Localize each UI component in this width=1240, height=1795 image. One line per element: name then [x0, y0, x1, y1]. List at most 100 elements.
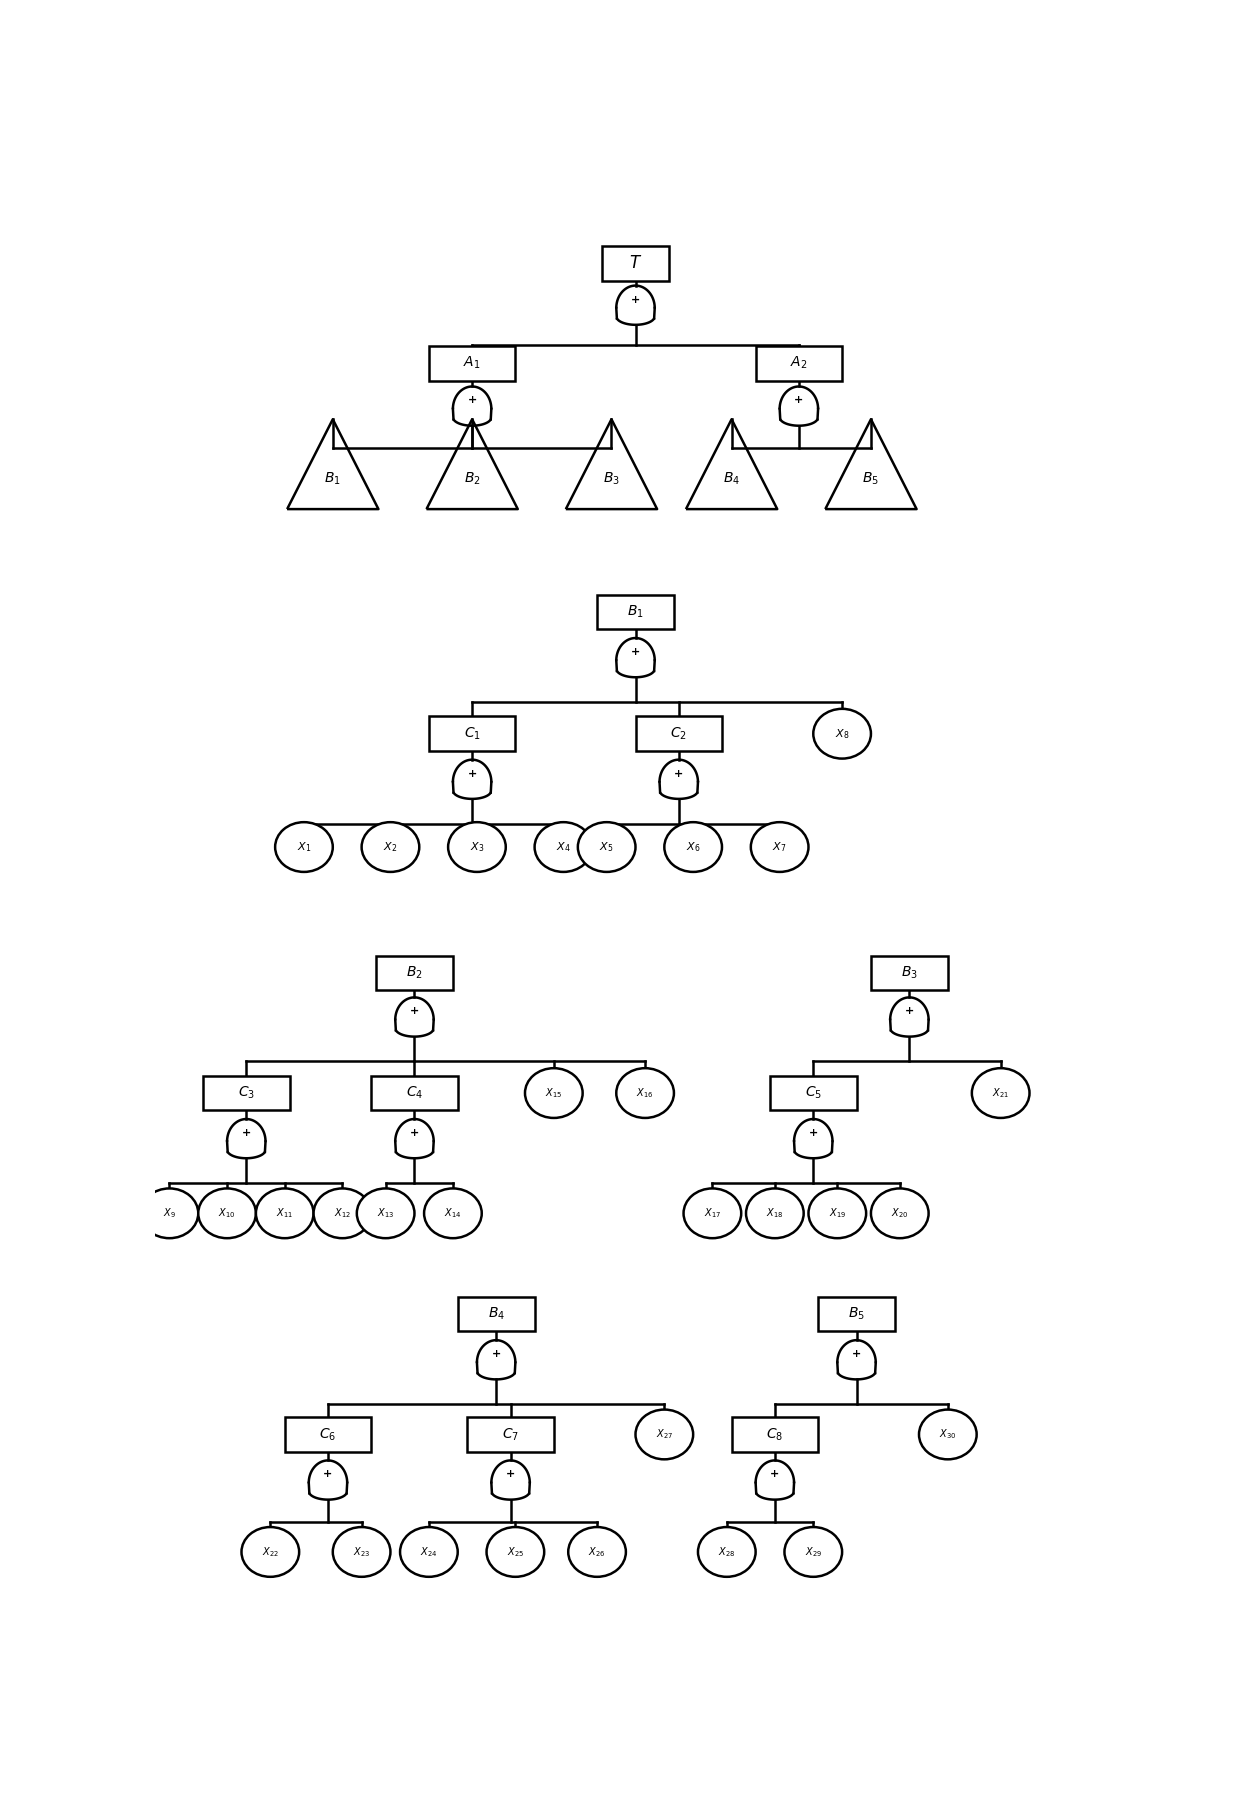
Ellipse shape [448, 822, 506, 872]
FancyBboxPatch shape [429, 716, 516, 750]
Ellipse shape [255, 1188, 314, 1239]
Text: $T$: $T$ [629, 255, 642, 273]
FancyBboxPatch shape [755, 346, 842, 381]
Text: $B_4$: $B_4$ [487, 1307, 505, 1323]
Text: $X_8$: $X_8$ [835, 727, 849, 741]
Text: +: + [491, 1350, 501, 1359]
Text: $X_9$: $X_9$ [162, 1206, 176, 1221]
Text: $X_{13}$: $X_{13}$ [377, 1206, 394, 1221]
Ellipse shape [578, 822, 635, 872]
FancyBboxPatch shape [601, 246, 670, 282]
Text: $X_3$: $X_3$ [470, 840, 484, 854]
Text: +: + [410, 1007, 419, 1016]
Ellipse shape [785, 1528, 842, 1576]
Ellipse shape [362, 822, 419, 872]
Text: $X_{17}$: $X_{17}$ [704, 1206, 720, 1221]
Text: $X_{15}$: $X_{15}$ [546, 1086, 563, 1100]
Text: $B_4$: $B_4$ [723, 470, 740, 488]
Text: $X_{22}$: $X_{22}$ [262, 1545, 279, 1558]
Text: $C_3$: $C_3$ [238, 1084, 255, 1102]
Text: +: + [467, 395, 476, 406]
Text: $C_7$: $C_7$ [502, 1427, 520, 1443]
Text: $C_2$: $C_2$ [671, 725, 687, 741]
FancyBboxPatch shape [596, 594, 675, 630]
Text: $X_{23}$: $X_{23}$ [353, 1545, 371, 1558]
FancyBboxPatch shape [285, 1418, 371, 1452]
Text: +: + [808, 1127, 818, 1138]
Text: $B_1$: $B_1$ [325, 470, 341, 488]
Text: $X_{12}$: $X_{12}$ [334, 1206, 351, 1221]
Text: $X_4$: $X_4$ [556, 840, 570, 854]
Text: $X_{16}$: $X_{16}$ [636, 1086, 653, 1100]
Ellipse shape [357, 1188, 414, 1239]
Text: $C_6$: $C_6$ [320, 1427, 336, 1443]
Text: +: + [631, 294, 640, 305]
Ellipse shape [808, 1188, 866, 1239]
FancyBboxPatch shape [818, 1298, 895, 1332]
Text: $A_1$: $A_1$ [464, 355, 481, 372]
Text: $X_{10}$: $X_{10}$ [218, 1206, 236, 1221]
FancyBboxPatch shape [429, 346, 516, 381]
Ellipse shape [813, 709, 870, 759]
Ellipse shape [424, 1188, 481, 1239]
Ellipse shape [486, 1528, 544, 1576]
Ellipse shape [870, 1188, 929, 1239]
Text: $X_{19}$: $X_{19}$ [828, 1206, 846, 1221]
FancyBboxPatch shape [635, 716, 722, 750]
Text: $X_{26}$: $X_{26}$ [589, 1545, 605, 1558]
Ellipse shape [665, 822, 722, 872]
Ellipse shape [683, 1188, 742, 1239]
Text: $C_4$: $C_4$ [405, 1084, 423, 1102]
Text: +: + [795, 395, 804, 406]
Text: $X_{30}$: $X_{30}$ [939, 1427, 956, 1441]
Ellipse shape [401, 1528, 458, 1576]
Text: $X_{21}$: $X_{21}$ [992, 1086, 1009, 1100]
Ellipse shape [534, 822, 593, 872]
FancyBboxPatch shape [467, 1418, 554, 1452]
Text: $C_5$: $C_5$ [805, 1084, 822, 1102]
Text: $X_{20}$: $X_{20}$ [892, 1206, 909, 1221]
Text: $X_2$: $X_2$ [383, 840, 398, 854]
Text: $X_5$: $X_5$ [599, 840, 614, 854]
Text: $X_6$: $X_6$ [686, 840, 701, 854]
FancyBboxPatch shape [376, 955, 453, 991]
Text: $C_1$: $C_1$ [464, 725, 481, 741]
Text: +: + [324, 1470, 332, 1479]
Text: +: + [631, 646, 640, 657]
Text: $X_7$: $X_7$ [773, 840, 787, 854]
Text: $C_8$: $C_8$ [766, 1427, 784, 1443]
Ellipse shape [242, 1528, 299, 1576]
FancyBboxPatch shape [371, 1075, 458, 1111]
Ellipse shape [568, 1528, 626, 1576]
FancyBboxPatch shape [870, 955, 947, 991]
Text: $B_2$: $B_2$ [407, 964, 423, 982]
Ellipse shape [314, 1188, 371, 1239]
Text: +: + [242, 1127, 250, 1138]
Text: +: + [770, 1470, 780, 1479]
Text: $B_5$: $B_5$ [863, 470, 879, 488]
Text: $B_2$: $B_2$ [464, 470, 480, 488]
Text: $X_{18}$: $X_{18}$ [766, 1206, 784, 1221]
Text: +: + [506, 1470, 515, 1479]
Text: $X_{27}$: $X_{27}$ [656, 1427, 673, 1441]
FancyBboxPatch shape [770, 1075, 857, 1111]
Text: $B_3$: $B_3$ [603, 470, 620, 488]
Text: $X_{29}$: $X_{29}$ [805, 1545, 822, 1558]
Text: $X_{11}$: $X_{11}$ [277, 1206, 294, 1221]
Ellipse shape [635, 1409, 693, 1459]
Text: +: + [905, 1007, 914, 1016]
Ellipse shape [525, 1068, 583, 1118]
Text: $X_{25}$: $X_{25}$ [507, 1545, 525, 1558]
FancyBboxPatch shape [203, 1075, 290, 1111]
Ellipse shape [140, 1188, 198, 1239]
Text: $X_1$: $X_1$ [296, 840, 311, 854]
Text: +: + [467, 768, 476, 779]
Ellipse shape [972, 1068, 1029, 1118]
Text: +: + [852, 1350, 861, 1359]
FancyBboxPatch shape [458, 1298, 534, 1332]
Text: $A_2$: $A_2$ [790, 355, 807, 372]
Text: +: + [410, 1127, 419, 1138]
Ellipse shape [919, 1409, 977, 1459]
Text: +: + [675, 768, 683, 779]
Ellipse shape [616, 1068, 675, 1118]
